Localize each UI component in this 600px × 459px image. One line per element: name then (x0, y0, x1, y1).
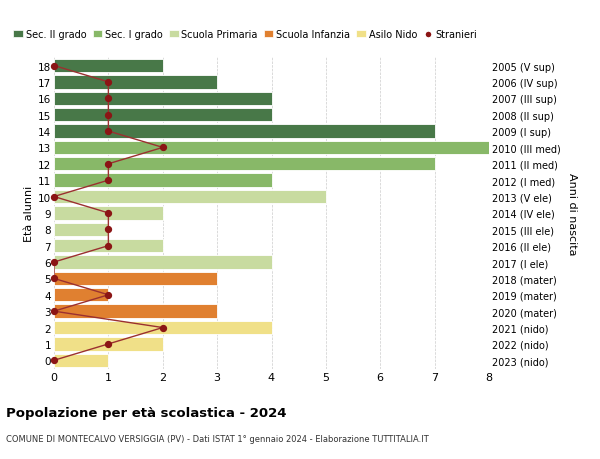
Bar (54, 207, 163, 220)
Bar (54, 305, 217, 318)
Bar (54, 158, 434, 171)
Bar (54, 354, 109, 367)
Point (104, 210, 113, 217)
Bar (54, 109, 271, 122)
Bar (54, 240, 163, 253)
Bar (54, 60, 163, 73)
Bar (54, 223, 109, 236)
Bar (54, 321, 271, 335)
Y-axis label: Anni di nascita: Anni di nascita (567, 172, 577, 255)
Point (49, 259, 59, 266)
Bar (54, 190, 326, 204)
Point (104, 177, 113, 185)
Bar (54, 125, 434, 139)
Point (104, 79, 113, 86)
Bar (54, 256, 271, 269)
Point (158, 324, 167, 331)
Point (104, 226, 113, 234)
Point (49, 63, 59, 70)
Point (104, 95, 113, 103)
Text: COMUNE DI MONTECALVO VERSIGGIA (PV) - Dati ISTAT 1° gennaio 2024 - Elaborazione : COMUNE DI MONTECALVO VERSIGGIA (PV) - Da… (6, 434, 429, 443)
Point (104, 161, 113, 168)
Point (104, 112, 113, 119)
Bar (54, 288, 109, 302)
Bar (54, 92, 271, 106)
Point (49, 308, 59, 315)
Point (104, 128, 113, 135)
Bar (54, 141, 489, 155)
Legend: Sec. II grado, Sec. I grado, Scuola Primaria, Scuola Infanzia, Asilo Nido, Stran: Sec. II grado, Sec. I grado, Scuola Prim… (10, 26, 481, 44)
Bar (54, 174, 271, 187)
Bar (54, 272, 217, 285)
Y-axis label: Età alunni: Età alunni (24, 185, 34, 241)
Text: Popolazione per età scolastica - 2024: Popolazione per età scolastica - 2024 (6, 406, 287, 419)
Bar (54, 337, 163, 351)
Point (49, 193, 59, 201)
Point (104, 341, 113, 348)
Point (158, 145, 167, 152)
Point (49, 357, 59, 364)
Point (49, 275, 59, 282)
Point (104, 242, 113, 250)
Point (104, 291, 113, 299)
Bar (54, 76, 217, 90)
